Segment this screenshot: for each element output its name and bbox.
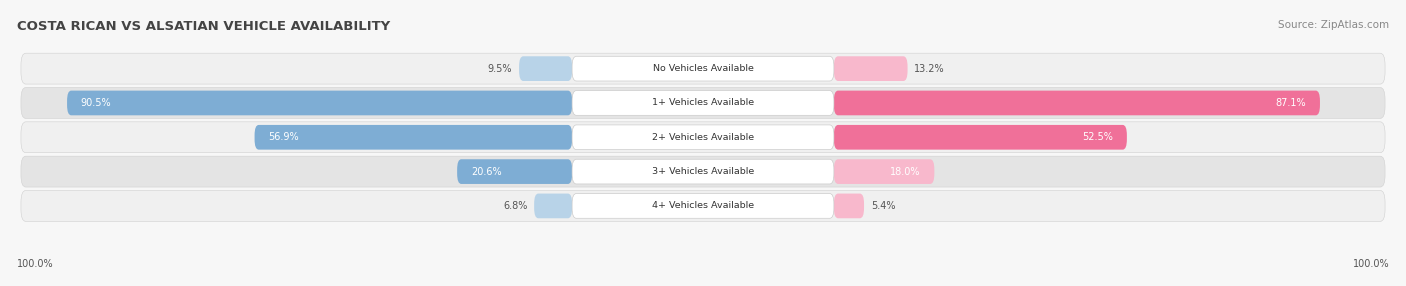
FancyBboxPatch shape — [572, 159, 834, 184]
FancyBboxPatch shape — [834, 159, 935, 184]
FancyBboxPatch shape — [21, 88, 1385, 118]
FancyBboxPatch shape — [834, 91, 1320, 115]
FancyBboxPatch shape — [519, 56, 572, 81]
Text: COSTA RICAN VS ALSATIAN VEHICLE AVAILABILITY: COSTA RICAN VS ALSATIAN VEHICLE AVAILABI… — [17, 20, 389, 33]
FancyBboxPatch shape — [21, 53, 1385, 84]
Text: 56.9%: 56.9% — [269, 132, 299, 142]
Text: 100.0%: 100.0% — [17, 259, 53, 269]
FancyBboxPatch shape — [834, 125, 1126, 150]
Text: 87.1%: 87.1% — [1275, 98, 1306, 108]
Text: 13.2%: 13.2% — [914, 64, 945, 74]
FancyBboxPatch shape — [572, 91, 834, 115]
Text: 100.0%: 100.0% — [1353, 259, 1389, 269]
FancyBboxPatch shape — [21, 122, 1385, 153]
FancyBboxPatch shape — [534, 194, 572, 218]
FancyBboxPatch shape — [572, 194, 834, 218]
Text: 90.5%: 90.5% — [82, 98, 111, 108]
FancyBboxPatch shape — [834, 56, 907, 81]
FancyBboxPatch shape — [21, 190, 1385, 221]
FancyBboxPatch shape — [254, 125, 572, 150]
FancyBboxPatch shape — [834, 194, 865, 218]
Text: 3+ Vehicles Available: 3+ Vehicles Available — [652, 167, 754, 176]
Text: Source: ZipAtlas.com: Source: ZipAtlas.com — [1278, 20, 1389, 30]
Text: 4+ Vehicles Available: 4+ Vehicles Available — [652, 201, 754, 210]
FancyBboxPatch shape — [67, 91, 572, 115]
Text: 2+ Vehicles Available: 2+ Vehicles Available — [652, 133, 754, 142]
Text: 9.5%: 9.5% — [488, 64, 512, 74]
Text: 5.4%: 5.4% — [870, 201, 896, 211]
Text: 20.6%: 20.6% — [471, 167, 502, 176]
Text: 1+ Vehicles Available: 1+ Vehicles Available — [652, 98, 754, 108]
Text: 18.0%: 18.0% — [890, 167, 921, 176]
Text: No Vehicles Available: No Vehicles Available — [652, 64, 754, 73]
Text: 52.5%: 52.5% — [1083, 132, 1114, 142]
FancyBboxPatch shape — [572, 125, 834, 150]
Text: 6.8%: 6.8% — [503, 201, 527, 211]
FancyBboxPatch shape — [572, 56, 834, 81]
FancyBboxPatch shape — [21, 156, 1385, 187]
FancyBboxPatch shape — [457, 159, 572, 184]
